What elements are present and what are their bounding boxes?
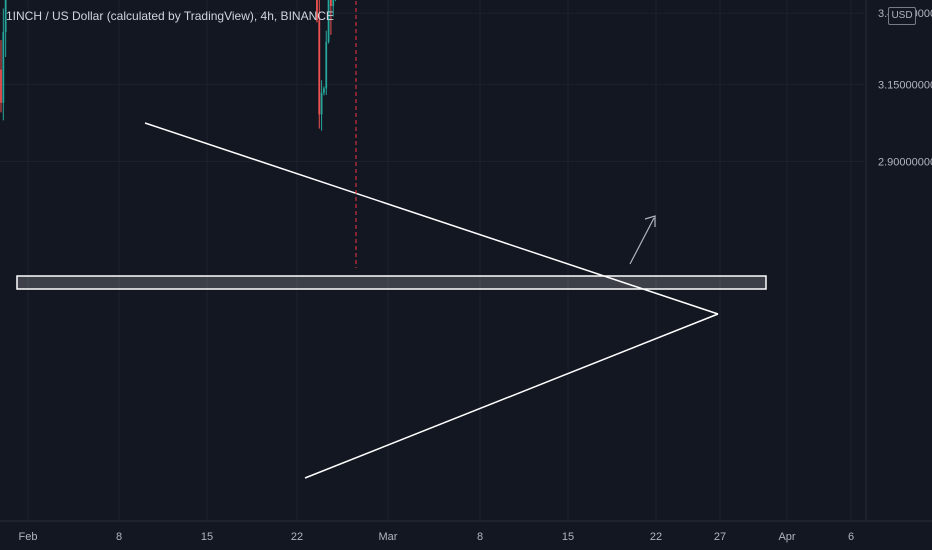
candle-body <box>327 0 330 42</box>
time-axis[interactable]: Feb 8 15 22 Mar 8 15 22 27 Apr 6 <box>0 520 932 543</box>
x-tick-label: 6 <box>848 531 854 543</box>
candle-body <box>318 20 321 115</box>
x-tick-label: Feb <box>19 531 38 543</box>
currency-badge[interactable]: USD <box>888 7 916 25</box>
support-zone-box <box>16 275 767 290</box>
candle-body <box>329 0 332 7</box>
descending-trendline <box>144 122 719 315</box>
candle-body <box>332 0 335 7</box>
x-tick-label: 15 <box>562 531 574 543</box>
ascending-trendline <box>304 313 719 479</box>
x-tick-label: 8 <box>116 531 122 543</box>
candle-body <box>325 41 328 89</box>
price-axis-bg <box>866 0 932 550</box>
candle-body <box>0 69 2 103</box>
projection-arrow <box>629 217 655 265</box>
candle-body <box>320 92 323 115</box>
x-tick-label: 27 <box>714 531 726 543</box>
candle-body <box>316 0 318 21</box>
x-tick-label: 8 <box>477 531 483 543</box>
candle-body <box>2 32 5 103</box>
chart-title: 1INCH / US Dollar (calculated by Trading… <box>6 9 334 23</box>
candles <box>0 0 337 131</box>
candle-body <box>4 0 7 33</box>
x-tick-label: Mar <box>379 531 398 543</box>
candle-body <box>323 88 325 93</box>
grid <box>0 0 864 521</box>
x-tick-label: 22 <box>291 531 303 543</box>
x-tick-label: 22 <box>650 531 662 543</box>
y-tick-label: 3.15000000 <box>878 79 932 91</box>
drawings <box>16 0 767 479</box>
price-axis[interactable]: 8.500000007.500000006.500000005.50000000… <box>865 0 932 550</box>
projection-arrowhead <box>644 215 656 227</box>
y-tick-label: 2.90000000 <box>878 156 932 168</box>
x-tick-label: Apr <box>778 531 795 543</box>
x-tick-label: 15 <box>201 531 213 543</box>
